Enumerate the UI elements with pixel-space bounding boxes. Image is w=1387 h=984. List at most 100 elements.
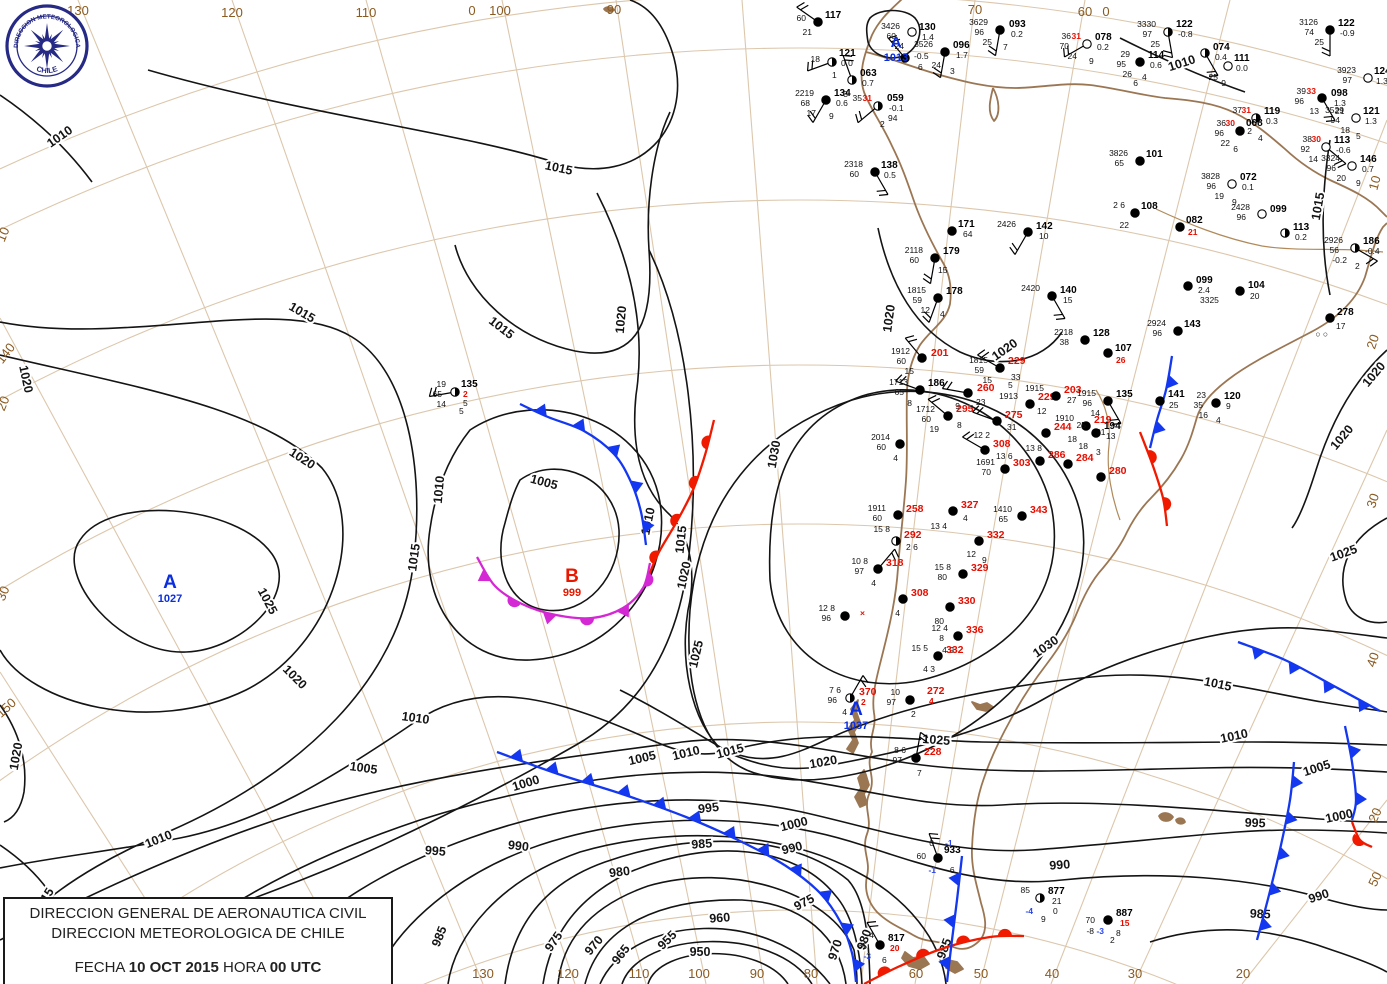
station-circle-icon: [1103, 915, 1113, 925]
parallel-line: [58, 721, 1387, 984]
station-value: 186: [1363, 236, 1380, 247]
station-value: 5: [1008, 380, 1013, 390]
pressure-center-letter: B: [565, 566, 579, 587]
station-value: -1: [945, 838, 953, 848]
station-value: 25: [1077, 420, 1087, 430]
isobar-label: 1000: [779, 814, 809, 834]
cold-front-triangle-icon: [943, 914, 956, 929]
isobar-line: [1322, 139, 1331, 296]
station-circle-icon: [898, 594, 908, 604]
station-circle-icon: [1135, 156, 1145, 166]
isobar-label: 1015: [1309, 191, 1328, 221]
station-circle-icon: [1347, 161, 1357, 171]
grid-label: 30: [1363, 491, 1382, 509]
isobar-line: [127, 771, 1387, 984]
station-value: 124: [1374, 66, 1387, 77]
isobar-label: 1020: [287, 445, 318, 472]
station-value: 2: [1110, 935, 1115, 945]
wind-barb-tick-icon: [843, 54, 853, 57]
station-value: 65: [895, 387, 905, 397]
isobar-label: 1000: [510, 772, 541, 794]
station-value: 39: [1297, 86, 1307, 96]
station-value: 19: [930, 424, 940, 434]
meridian-line: [979, 0, 1231, 984]
isobar-label: 1010: [44, 123, 75, 150]
meridian-line: [615, 0, 765, 984]
station-circle-icon: [933, 853, 943, 863]
isobar-label: 1005: [349, 759, 379, 777]
station-value: 3426: [881, 21, 900, 31]
wind-barb-tick-icon: [922, 315, 930, 323]
station-half-cover-icon: [455, 387, 460, 397]
warm-front-semicircle-icon: [644, 572, 654, 587]
station-value: 2: [861, 697, 866, 707]
station-circle-icon: [1080, 335, 1090, 345]
station-value: 134: [834, 88, 851, 99]
station-plot: 228 8 697 7: [893, 731, 942, 778]
station-value: 179: [943, 246, 960, 257]
station-value: 4: [963, 513, 968, 523]
cold-front-triangle-icon: [630, 480, 644, 494]
station-plot: 284: [1063, 452, 1094, 469]
station-value: 21: [803, 27, 813, 37]
wind-barb-tick-icon: [927, 394, 937, 400]
station-circle-icon: [915, 385, 925, 395]
meridian-line: [1050, 119, 1387, 984]
station-value: 20: [1337, 173, 1347, 183]
station-value: 121: [839, 48, 856, 59]
station-value: 093: [1009, 19, 1026, 30]
grid-label: 40: [1045, 966, 1059, 981]
wind-barb-tick-icon: [1208, 74, 1219, 77]
pressure-center-value: 1037: [844, 720, 868, 732]
wind-barb-tick-icon: [806, 61, 809, 71]
station-value: 1.4: [922, 32, 934, 42]
station-half-cover-icon: [832, 57, 837, 67]
station-value: 0: [929, 838, 934, 848]
station-value: 1915: [1077, 388, 1096, 398]
isobar-label: 965: [609, 942, 633, 967]
isobar-line: [0, 738, 1387, 941]
front-line: [647, 419, 716, 576]
wind-barb-tick-icon: [981, 351, 990, 358]
parallel-line: [0, 364, 1387, 592]
station-circle-icon: [933, 651, 943, 661]
wind-barb-tick-icon: [976, 406, 984, 415]
station-value: 37: [1233, 105, 1243, 115]
station-value: 0.4: [1215, 52, 1227, 62]
station-value: 9: [982, 555, 987, 565]
cold-front-triangle-icon: [1251, 646, 1266, 660]
station-value: 12 4: [931, 623, 948, 633]
station-value: 120: [1224, 391, 1241, 402]
wind-barb-tick-icon: [931, 397, 941, 403]
wind-barb-tick-icon: [933, 67, 942, 74]
grid-label: 120: [557, 966, 579, 981]
station-value: 97: [893, 755, 903, 765]
wind-barb-tick-icon: [855, 113, 859, 123]
station-value: 13 6: [996, 451, 1013, 461]
coastline: [865, 51, 1387, 218]
grid-label: 130: [472, 966, 494, 981]
cold-front-triangle-icon: [534, 403, 547, 417]
warm-front: [1350, 821, 1373, 849]
isobar-label: 985: [691, 836, 713, 851]
station-value: 13: [1310, 106, 1320, 116]
station-value: 135: [461, 379, 478, 390]
station-value: 96: [828, 695, 838, 705]
station-half-cover-icon: [1040, 893, 1045, 903]
station-value: 3828: [1201, 171, 1220, 181]
cold-front-triangle-icon: [542, 612, 557, 625]
station-circle-icon: [1035, 456, 1045, 466]
isobar-label: 985: [429, 924, 450, 949]
station-value: 295: [956, 403, 974, 415]
